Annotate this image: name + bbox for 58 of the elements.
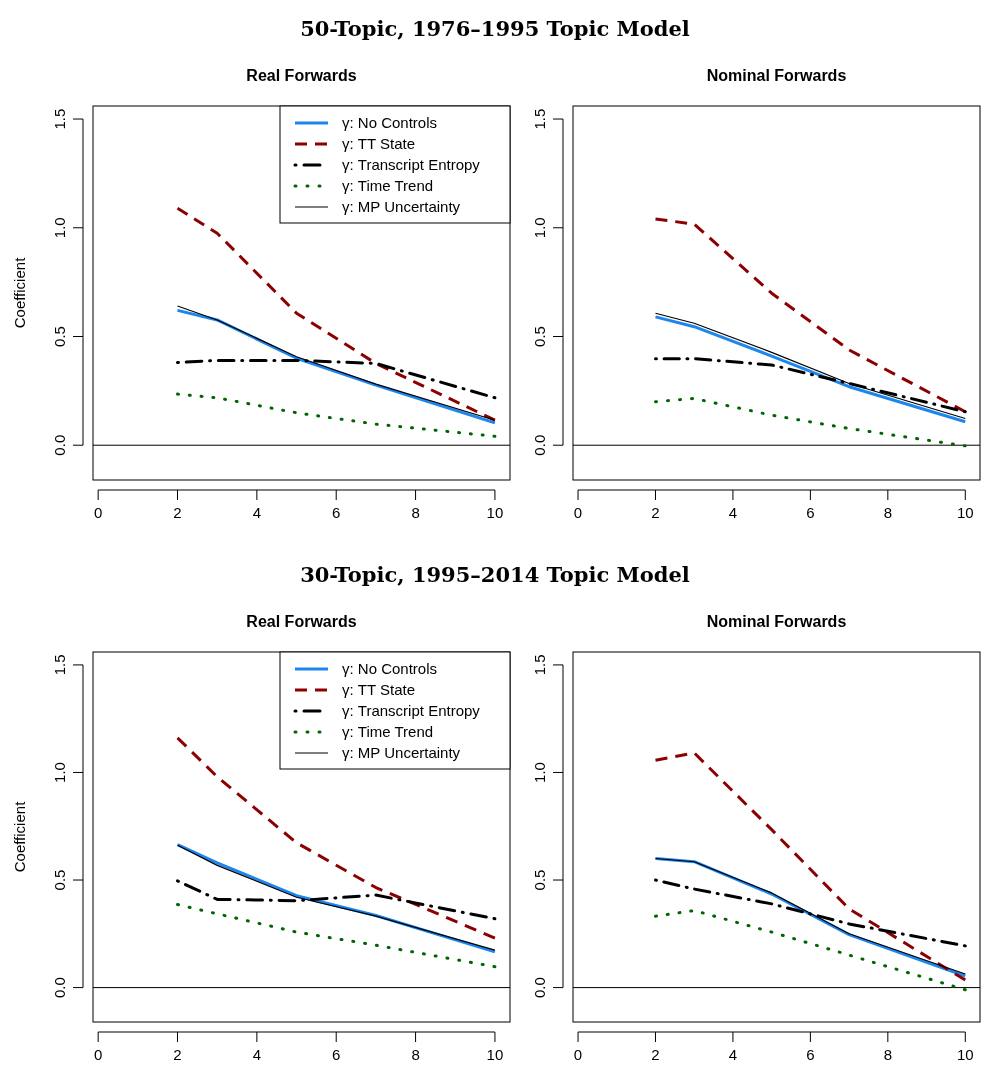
y-tick-label: 1.5 — [51, 654, 68, 676]
legend-label: γ: Time Trend — [342, 723, 434, 740]
x-tick-label: 8 — [883, 504, 893, 521]
y-tick-label: 1.5 — [531, 108, 548, 130]
chart-title: Real Forwards — [246, 67, 357, 84]
x-tick-label: 2 — [173, 504, 182, 521]
x-tick-label: 2 — [651, 504, 660, 521]
y-axis-title: Coefficient — [11, 256, 28, 329]
x-tick-label: 8 — [411, 504, 420, 521]
chart-title: Nominal Forwards — [706, 67, 847, 84]
x-tick-label: 6 — [332, 504, 341, 521]
y-tick-label: 1.0 — [531, 762, 548, 783]
x-tick-label: 2 — [173, 1046, 182, 1063]
y-tick-label: 0.5 — [531, 326, 548, 347]
x-tick-label: 2 — [651, 1046, 660, 1063]
y-tick-label: 1.0 — [51, 762, 68, 783]
legend-label: γ: MP Uncertainty — [342, 198, 461, 215]
x-tick-label: 10 — [956, 1046, 974, 1063]
y-tick-label: 0.0 — [531, 977, 548, 999]
y-tick-label: 0.5 — [51, 326, 68, 347]
y-tick-label: 0.0 — [51, 434, 68, 456]
x-tick-label: 10 — [486, 1046, 504, 1063]
legend-label: γ: No Controls — [342, 660, 438, 677]
legend-label: γ: TT State — [342, 681, 416, 698]
x-tick-label: 10 — [956, 504, 974, 521]
y-axis-title: Coefficient — [11, 800, 28, 873]
y-tick-label: 1.5 — [51, 108, 68, 130]
x-tick-label: 10 — [486, 504, 504, 521]
y-tick-label: 1.0 — [51, 217, 68, 239]
y-tick-label: 0.0 — [51, 977, 68, 999]
legend-label: γ: MP Uncertainty — [342, 744, 461, 761]
x-tick-label: 4 — [252, 504, 262, 521]
x-tick-label: 4 — [728, 504, 738, 521]
x-tick-label: 4 — [728, 1046, 738, 1063]
x-tick-label: 6 — [332, 1046, 341, 1063]
x-tick-label: 8 — [411, 1046, 420, 1063]
text: 50-Topic, 1976–1995 Topic Model — [300, 16, 690, 41]
y-tick-label: 1.0 — [531, 217, 548, 239]
legend-label: γ: Time Trend — [342, 177, 434, 194]
y-tick-label: 1.5 — [531, 654, 548, 676]
legend-label: γ: No Controls — [342, 114, 438, 131]
text: 30-Topic, 1995–2014 Topic Model — [300, 562, 690, 587]
chart-title: Nominal Forwards — [706, 613, 847, 630]
y-tick-label: 0.5 — [531, 869, 548, 891]
legend-label: γ: TT State — [342, 135, 416, 152]
x-tick-label: 0 — [93, 1046, 103, 1063]
x-tick-label: 6 — [806, 1046, 815, 1063]
chart-title: Real Forwards — [246, 613, 357, 630]
y-tick-label: 0.0 — [531, 434, 548, 456]
x-tick-label: 0 — [93, 504, 103, 521]
legend-label: γ: Transcript Entropy — [342, 702, 481, 719]
x-tick-label: 4 — [252, 1046, 262, 1063]
x-tick-label: 8 — [883, 1046, 893, 1063]
x-tick-label: 0 — [573, 1046, 583, 1063]
y-tick-label: 0.5 — [51, 869, 68, 891]
x-tick-label: 0 — [573, 504, 583, 521]
legend-label: γ: Transcript Entropy — [342, 156, 481, 173]
x-tick-label: 6 — [806, 504, 815, 521]
